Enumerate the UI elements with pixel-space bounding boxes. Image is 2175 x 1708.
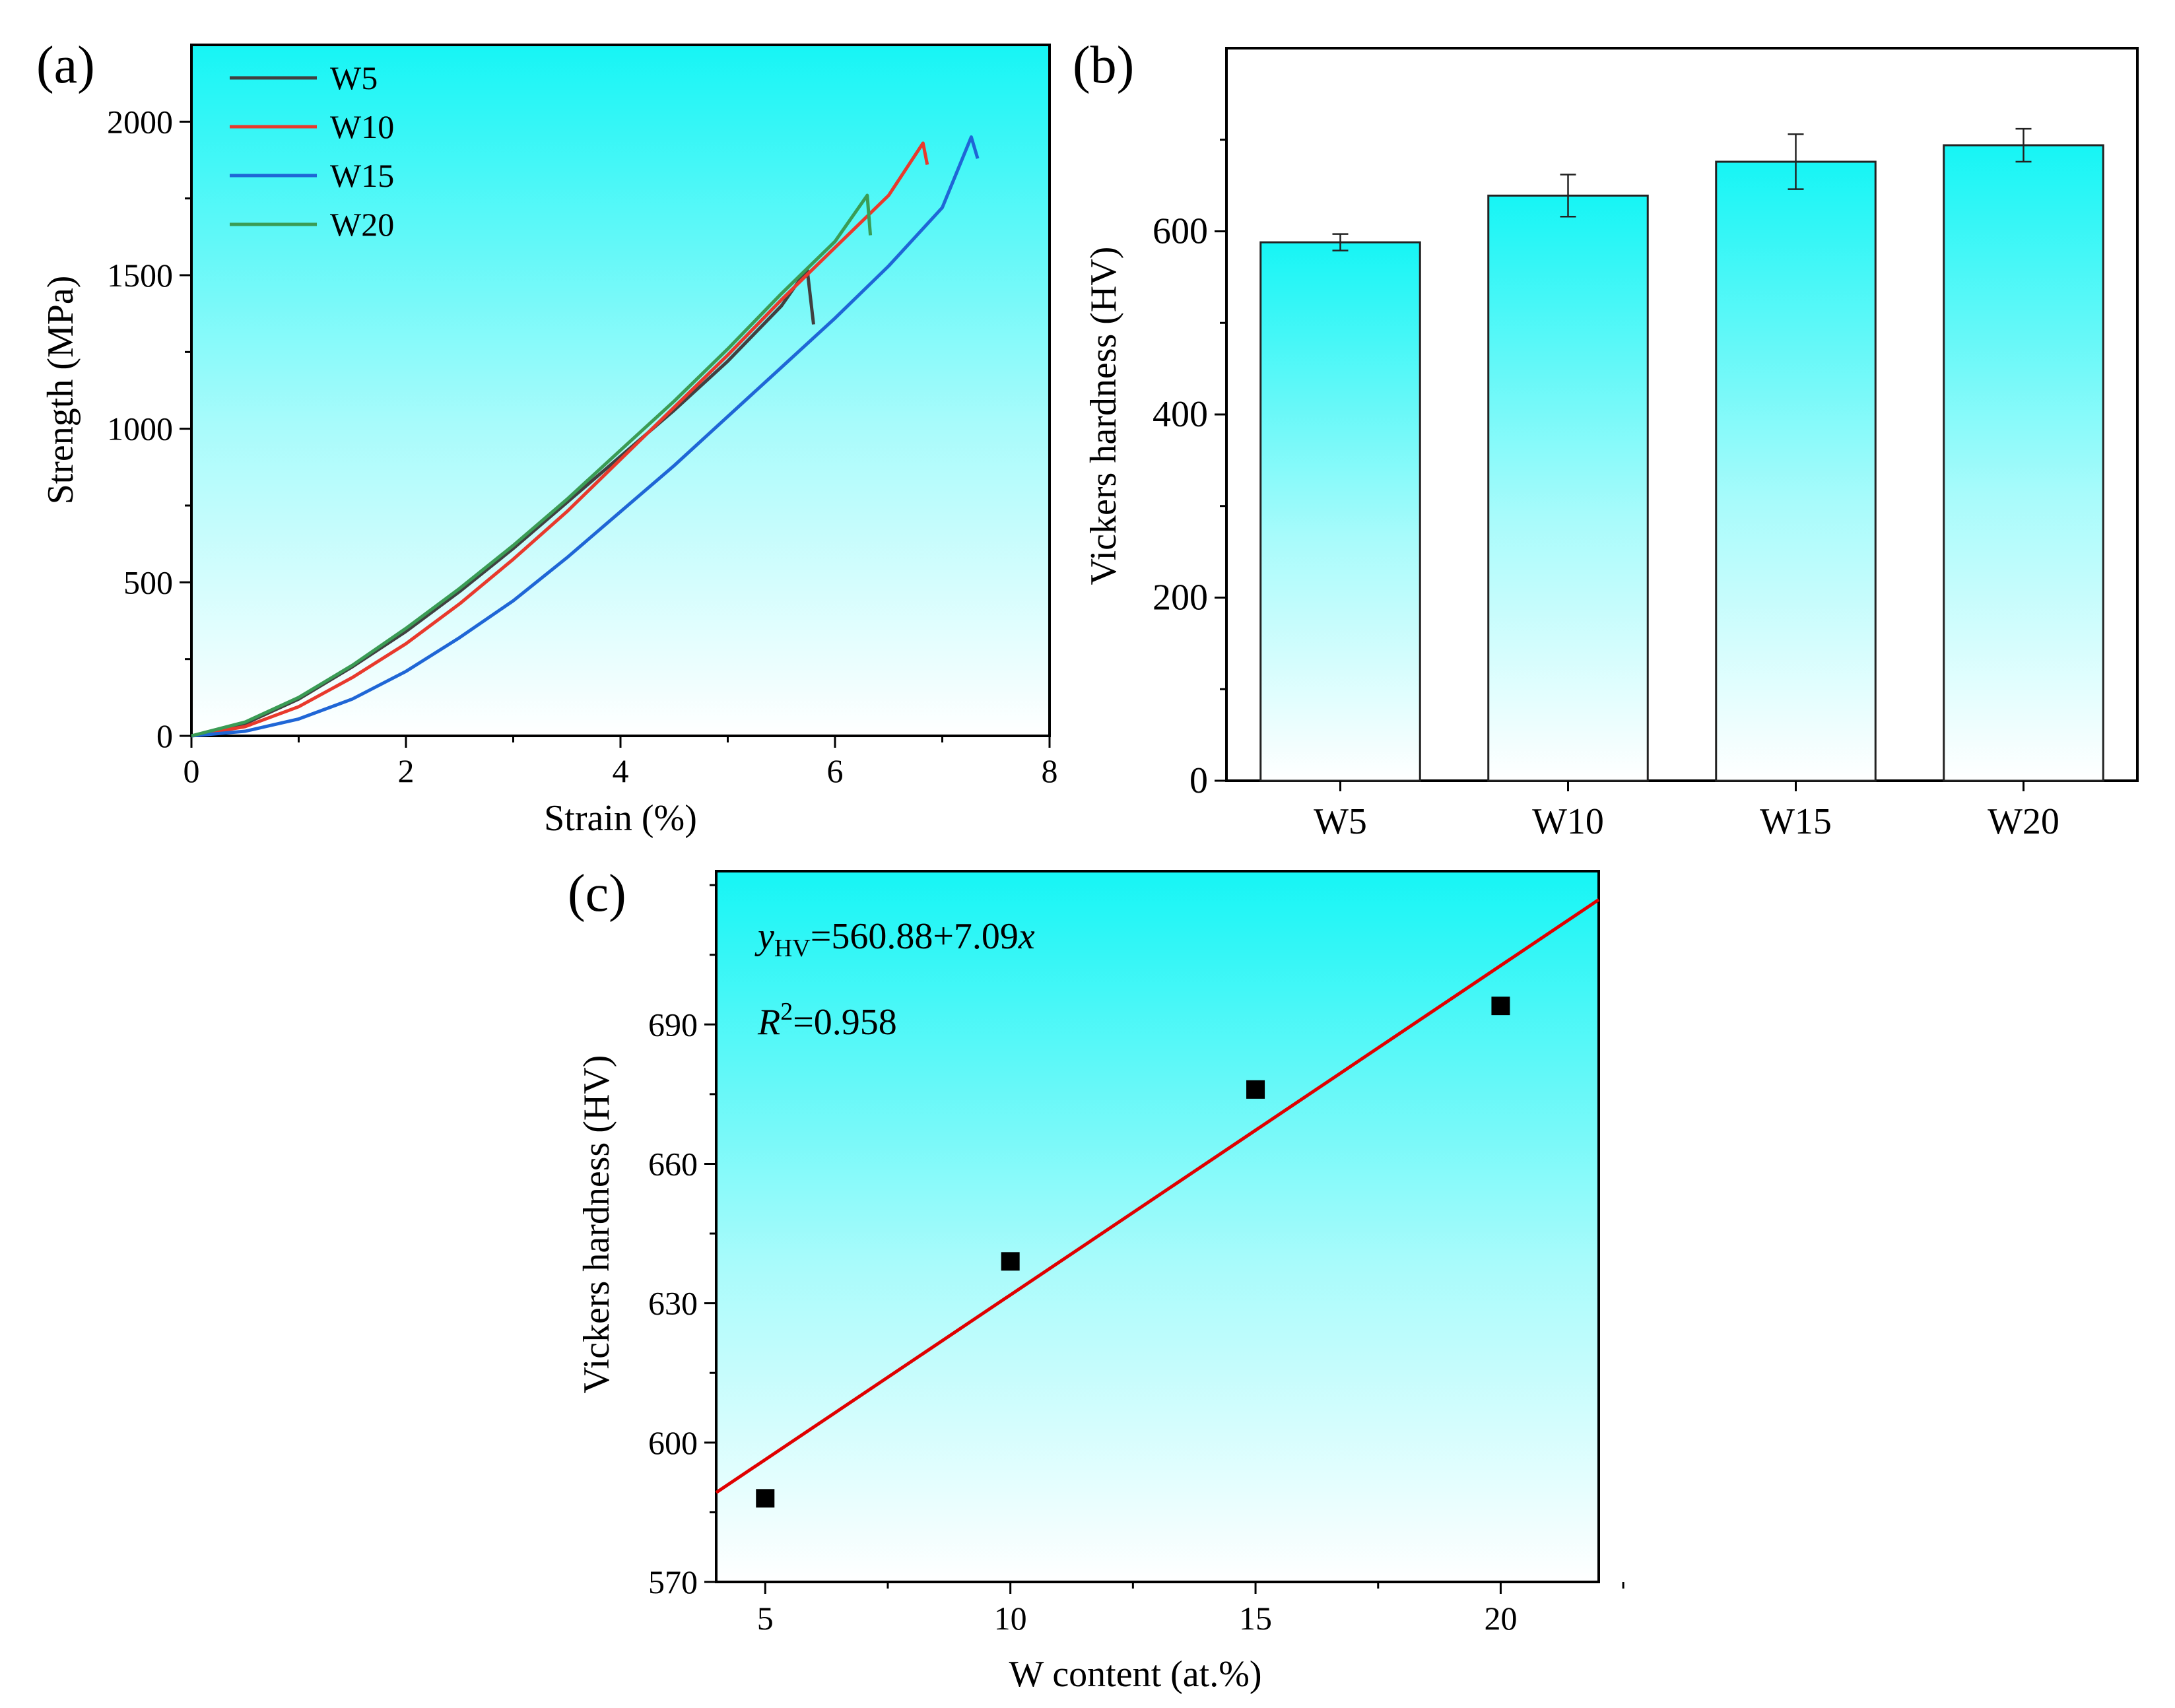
scatter-point — [756, 1489, 775, 1508]
legend-label-w15: W15 — [330, 157, 394, 194]
r-squared: R2=0.958 — [757, 998, 897, 1043]
x-tick-label-c: 15 — [1239, 1600, 1272, 1637]
series-lines-a — [191, 135, 980, 738]
bar-w5 — [1259, 241, 1421, 782]
r2-value: =0.958 — [793, 1002, 897, 1043]
y-tick-label-b: 0 — [1189, 760, 1208, 801]
y-tick-label-c: 570 — [648, 1563, 698, 1600]
eq-x: x — [1018, 916, 1035, 957]
eq-body: =560.88+7.09 — [811, 916, 1019, 957]
y-tick-label-b: 400 — [1153, 394, 1208, 435]
legend-a: W5 W10 W15 W20 — [230, 59, 394, 243]
y-axis-label-a: Strength (MPa) — [40, 276, 81, 505]
x-tick-label-a: 0 — [184, 752, 200, 789]
r2-superscript: 2 — [780, 998, 793, 1026]
panel-label-c: (c) — [568, 865, 626, 923]
scatter-point — [1246, 1080, 1265, 1099]
ticks-b: W5 W10 W15 W20 0 200 400 600 — [1153, 139, 2059, 842]
y-tick-label-c: 690 — [648, 1006, 698, 1043]
y-tick-label-b: 600 — [1153, 211, 1208, 252]
x-tick-label-a: 2 — [398, 752, 415, 789]
scatter-point — [1001, 1252, 1020, 1271]
y-tick-label-a: 1000 — [107, 411, 173, 447]
bar-w15 — [1715, 160, 1877, 782]
fit-line-c — [715, 898, 1600, 1494]
y-tick-label-a: 2000 — [107, 103, 173, 140]
y-axis-label-c: Vickers hardness (HV) — [576, 1055, 617, 1394]
bar-w10 — [1487, 194, 1649, 782]
x-tick-label-a: 6 — [827, 752, 844, 789]
x-tick-label-c: 10 — [994, 1600, 1027, 1637]
panel-a: 0 2 4 6 8 0 500 1000 1500 2000 W5 W10 W15 W20 (a) St… — [36, 36, 1058, 839]
plot-area-a — [190, 44, 1051, 737]
fit-line — [715, 898, 1600, 1494]
panel-b: W5 W10 W15 W20 0 200 400 600 (b) Vickers hardne… — [1073, 36, 2139, 842]
panel-c: 5 10 15 20 570 600 630 660 690 (c) W content (at… — [568, 865, 1624, 1695]
x-tick-label-b: W10 — [1532, 801, 1604, 842]
x-tick-label-b: W15 — [1760, 801, 1832, 842]
series-line-w20 — [191, 193, 873, 738]
y-axis-label-b: Vickers hardness (HV) — [1083, 247, 1124, 585]
ticks-a: 0 2 4 6 8 0 500 1000 1500 2000 — [107, 103, 1058, 789]
x-tick-label-b: W5 — [1314, 801, 1367, 842]
x-axis-label-a: Strain (%) — [544, 798, 697, 839]
r2-r: R — [757, 1002, 780, 1043]
plot-area-c — [715, 870, 1600, 1583]
panel-label-a: (a) — [36, 36, 95, 94]
y-tick-label-a: 1500 — [107, 257, 173, 294]
eq-subscript: HV — [774, 935, 811, 962]
ticks-c: 5 10 15 20 570 600 630 660 690 — [648, 884, 1624, 1637]
series-line-w15 — [191, 135, 980, 738]
series-line-w10 — [191, 141, 929, 738]
legend-label-w5: W5 — [330, 59, 378, 96]
y-tick-label-c: 600 — [648, 1424, 698, 1461]
y-tick-label-b: 200 — [1153, 577, 1208, 618]
x-tick-label-c: 5 — [757, 1600, 774, 1637]
eq-y: y — [754, 916, 774, 957]
bars-b — [1259, 127, 2104, 782]
x-tick-label-c: 20 — [1484, 1600, 1517, 1637]
x-tick-label-a: 8 — [1042, 752, 1058, 789]
y-tick-label-c: 660 — [648, 1145, 698, 1182]
fit-equation: yHV=560.88+7.09x — [754, 916, 1035, 962]
y-tick-label-a: 500 — [123, 564, 173, 601]
legend-label-w20: W20 — [330, 206, 394, 243]
bar-w20 — [1943, 144, 2104, 782]
y-tick-label-a: 0 — [156, 717, 173, 754]
scatter-points-c — [756, 997, 1510, 1508]
panel-label-b: (b) — [1073, 36, 1134, 94]
x-tick-label-a: 4 — [613, 752, 629, 789]
x-tick-label-b: W20 — [1988, 801, 2059, 842]
legend-label-w10: W10 — [330, 108, 394, 145]
x-axis-label-c: W content (at.%) — [1009, 1654, 1261, 1695]
scatter-point — [1491, 997, 1510, 1016]
y-tick-label-c: 630 — [648, 1285, 698, 1322]
